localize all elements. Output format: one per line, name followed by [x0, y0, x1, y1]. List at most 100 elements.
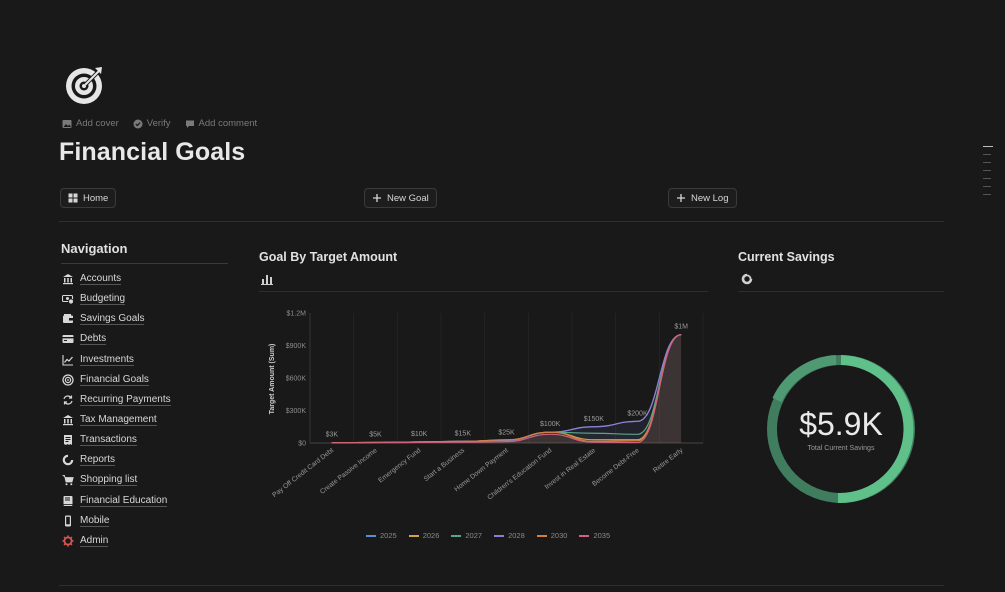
repeat-icon: [63, 395, 73, 405]
home-button-label: Home: [83, 192, 109, 204]
savings-donut-ring: [767, 355, 915, 504]
home-button[interactable]: Home: [60, 188, 117, 208]
navigation-heading: Navigation: [61, 241, 128, 256]
sidebar-item-label: Tax Management: [80, 414, 157, 427]
sidebar-item-admin[interactable]: Admin: [62, 531, 171, 551]
legend-item-2025[interactable]: 2025: [366, 531, 397, 540]
legend-swatch: [579, 534, 590, 537]
savings-donut: $5.9K Total Current Savings: [765, 353, 917, 505]
sidebar-item-label: Budgeting: [80, 293, 126, 306]
data-label: $15K: [455, 430, 472, 437]
new-goal-button[interactable]: New Goal: [364, 188, 437, 208]
data-label: $1M: [674, 324, 688, 331]
verify-action[interactable]: Verify: [133, 118, 171, 129]
line-chart-icon: [62, 354, 73, 366]
bank-icon: [63, 415, 73, 426]
sidebar-item-transactions[interactable]: Transactions: [62, 430, 171, 450]
sidebar-item-label: Debts: [80, 333, 107, 346]
legend-item-2035[interactable]: 2035: [579, 531, 610, 540]
data-label: $25K: [498, 429, 515, 436]
y-tick-label: $900K: [286, 343, 307, 350]
add-comment-action[interactable]: Add comment: [185, 118, 257, 129]
book-icon: [63, 495, 73, 506]
target-page-icon[interactable]: [64, 64, 106, 106]
sidebar-item-recurring-payments[interactable]: Recurring Payments: [62, 390, 171, 410]
y-tick-label: $0: [298, 441, 306, 448]
legend-item-2026[interactable]: 2026: [408, 531, 440, 540]
legend-swatch: [451, 534, 462, 537]
comment-icon: [185, 120, 194, 128]
sidebar-item-label: Transactions: [80, 434, 137, 447]
wallet-icon: [63, 314, 73, 324]
sidebar-item-label: Shopping list: [80, 474, 138, 487]
legend-label: 2035: [593, 531, 611, 540]
legend-label: 2028: [508, 531, 525, 540]
sidebar-item-mobile[interactable]: Mobile: [62, 511, 171, 531]
plus-icon: [677, 194, 685, 202]
sidebar-item-financial-education[interactable]: Financial Education: [62, 491, 171, 511]
legend-item-2030[interactable]: 2030: [536, 531, 568, 540]
phone-icon: [65, 515, 71, 527]
sidebar-item-label: Financial Goals: [80, 373, 149, 386]
sidebar-item-debts[interactable]: Debts: [62, 329, 171, 349]
y-tick-label: $1.2M: [287, 311, 307, 318]
add-cover-label: Add cover: [76, 118, 119, 129]
sidebar-item-financial-goals[interactable]: Financial Goals: [62, 370, 171, 390]
chart-legend: 2025 2026 2027 2028 2030 2035: [366, 531, 610, 540]
legend-swatch: [366, 534, 376, 537]
x-tick-label: Retire Early: [652, 447, 685, 475]
goal-chart-heading: Goal By Target Amount: [259, 250, 398, 264]
current-savings-heading: Current Savings: [738, 250, 835, 264]
y-tick-label: $600K: [286, 376, 307, 383]
legend-item-2027[interactable]: 2027: [451, 531, 482, 540]
image-icon: [62, 119, 72, 128]
data-label: $3K: [326, 432, 339, 439]
cart-icon: [62, 475, 74, 486]
data-label: $5K: [369, 431, 382, 438]
divider: [59, 585, 944, 586]
grid-icon: [68, 193, 78, 203]
data-label: $200K: [627, 410, 648, 417]
legend-label: 2026: [422, 531, 440, 540]
sidebar-item-label: Recurring Payments: [80, 393, 171, 406]
page-title: Financial Goals: [59, 138, 246, 166]
navigation-list: Accounts Budgeting Savings Goals Debts Inves…: [62, 269, 171, 551]
new-log-button-label: New Log: [691, 192, 729, 204]
sidebar-item-reports[interactable]: Reports: [62, 450, 171, 470]
add-cover-action[interactable]: Add cover: [62, 118, 119, 129]
legend-swatch: [494, 534, 505, 537]
sidebar-item-investments[interactable]: Investments: [62, 350, 171, 370]
y-tick-label: $300K: [286, 408, 307, 415]
sidebar-item-tax-management[interactable]: Tax Management: [62, 410, 171, 430]
legend-item-2028[interactable]: 2028: [494, 531, 525, 540]
card-icon: [62, 335, 74, 344]
sidebar-item-accounts[interactable]: Accounts: [62, 269, 171, 289]
money-icon: [62, 295, 74, 305]
chart-divider: [259, 291, 708, 292]
bank-icon: [63, 274, 73, 285]
savings-caption: Total Current Savings: [807, 445, 875, 452]
data-label: $10K: [411, 431, 428, 438]
legend-label: 2025: [380, 531, 397, 540]
new-log-button[interactable]: New Log: [668, 188, 737, 208]
receipt-icon: [64, 435, 72, 446]
sidebar-item-label: Admin: [80, 534, 109, 547]
target-icon: [62, 374, 74, 386]
bar-chart-icon[interactable]: [261, 273, 273, 285]
outline-indicator[interactable]: [983, 146, 993, 202]
sidebar-item-savings-goals[interactable]: Savings Goals: [62, 309, 171, 329]
donut-icon[interactable]: [741, 273, 753, 285]
x-tick-label: Become Debt-Free: [591, 447, 641, 488]
savings-value: $5.9K: [799, 406, 883, 442]
check-badge-icon: [133, 119, 143, 128]
x-tick-label: Start a Business: [423, 447, 467, 483]
legend-swatch: [536, 534, 547, 537]
page-meta-actions: Add cover Verify Add comment: [62, 118, 257, 129]
series-area-2028: [331, 334, 682, 443]
sidebar-item-budgeting[interactable]: Budgeting: [62, 289, 171, 309]
new-goal-button-label: New Goal: [387, 192, 429, 204]
sidebar-item-label: Savings Goals: [80, 313, 145, 326]
legend-label: 2030: [550, 531, 568, 540]
sidebar-item-shopping-list[interactable]: Shopping list: [62, 470, 171, 490]
